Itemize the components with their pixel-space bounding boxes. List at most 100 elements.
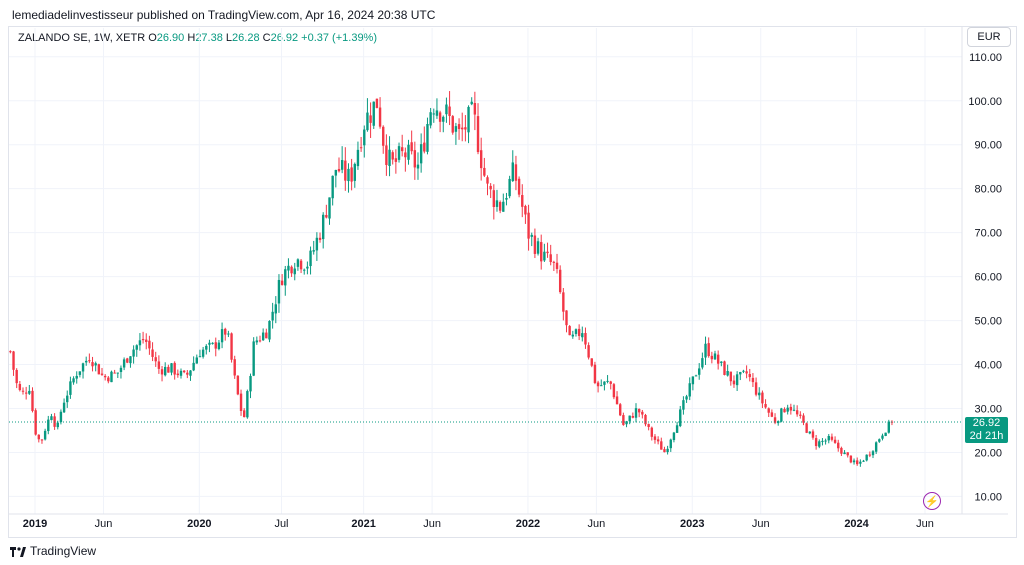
candle-body [394, 158, 398, 162]
candle-body [230, 333, 233, 360]
candle-body [811, 431, 815, 438]
candle-body [514, 164, 518, 181]
candle-body [271, 311, 274, 321]
y-tick-label: 110.00 [969, 52, 1002, 64]
candle-body [818, 441, 821, 447]
candle-body [113, 372, 116, 374]
candle-body [148, 340, 151, 349]
candle-body [122, 359, 126, 368]
y-tick-label: 20.00 [974, 447, 1002, 459]
x-tick-label: 2022 [516, 518, 540, 530]
candle-body [378, 107, 382, 127]
candle-body [517, 178, 521, 195]
candle-body [549, 254, 552, 263]
x-tick-label: 2023 [680, 518, 704, 530]
candle-body [423, 142, 426, 152]
candle-body [397, 146, 401, 160]
candle-body [637, 408, 641, 413]
candle-body [694, 375, 698, 377]
candle-body [799, 414, 802, 416]
candle-body [824, 440, 827, 442]
candle-body [527, 212, 530, 239]
candle-body [698, 368, 701, 375]
brand-footer[interactable]: TradingView [10, 544, 96, 558]
candle-body [75, 375, 78, 379]
symbol-name[interactable]: ZALANDO SE, 1W, XETR [18, 32, 146, 44]
candle-body [369, 115, 372, 123]
candle-body [309, 250, 312, 267]
candle-body [593, 364, 597, 383]
candle-body [167, 366, 170, 373]
candle-body [764, 404, 767, 408]
candle-body [375, 98, 379, 108]
candle-body [34, 410, 37, 435]
candle-body [688, 383, 691, 397]
chart-frame [8, 26, 1017, 538]
brand-name: TradingView [30, 544, 97, 558]
candle-body [543, 251, 546, 261]
candle-body [489, 185, 492, 190]
candle-body [214, 342, 217, 349]
candle-body [366, 112, 369, 131]
candle-body [116, 372, 120, 374]
close-value: 26.92 [270, 32, 299, 44]
candle-body [521, 195, 524, 207]
open-value: 26.90 [156, 32, 185, 44]
candle-body [28, 390, 31, 394]
candle-body [600, 385, 603, 387]
candle-body [641, 411, 644, 415]
candle-body [780, 408, 783, 422]
x-tick-label: 2020 [187, 518, 211, 530]
candle-body [682, 400, 685, 410]
y-tick-label: 100.00 [968, 96, 1002, 108]
candle-body [565, 310, 568, 326]
candle-body [663, 449, 666, 453]
candle-body [15, 369, 18, 384]
close-label: C [262, 32, 271, 44]
candle-body [195, 357, 198, 364]
candle-body [138, 340, 142, 346]
candle-body [47, 419, 50, 432]
candle-body [615, 396, 619, 405]
candle-body [321, 214, 325, 240]
candle-body [751, 377, 755, 383]
candle-body [786, 407, 789, 412]
candle-body [407, 144, 410, 160]
candle-body [160, 369, 164, 375]
candle-body [211, 342, 214, 344]
candle-body [66, 395, 69, 403]
candle-body [837, 442, 840, 449]
candle-body [726, 370, 729, 376]
candle-body [205, 345, 208, 350]
candle-body [135, 345, 138, 350]
y-tick-label: 60.00 [974, 272, 1002, 284]
candle-body [546, 251, 549, 254]
candle-body [220, 329, 224, 343]
candle-body [467, 106, 470, 133]
candle-body [571, 334, 575, 337]
candle-body [252, 341, 255, 376]
candle-body [587, 345, 590, 358]
candle-body [182, 370, 186, 373]
candle-body [691, 376, 695, 385]
candle-body [486, 177, 489, 184]
candle-body [290, 266, 293, 274]
x-tick-label: Jun [423, 518, 441, 530]
lightning-icon[interactable]: ⚡ [923, 492, 941, 510]
currency-button[interactable]: EUR [967, 27, 1011, 47]
candle-body [505, 197, 508, 200]
candle-body [141, 339, 145, 341]
candle-body [540, 242, 543, 262]
candle-body [814, 438, 818, 447]
candle-body [581, 333, 584, 338]
candle-body [448, 106, 451, 117]
candle-body [631, 416, 635, 418]
candle-body [622, 415, 625, 425]
candle-body [306, 266, 309, 269]
candle-body [129, 356, 132, 364]
candle-body [464, 127, 467, 130]
candle-body [821, 440, 824, 442]
candle-body [701, 358, 704, 368]
candle-body [454, 126, 458, 132]
